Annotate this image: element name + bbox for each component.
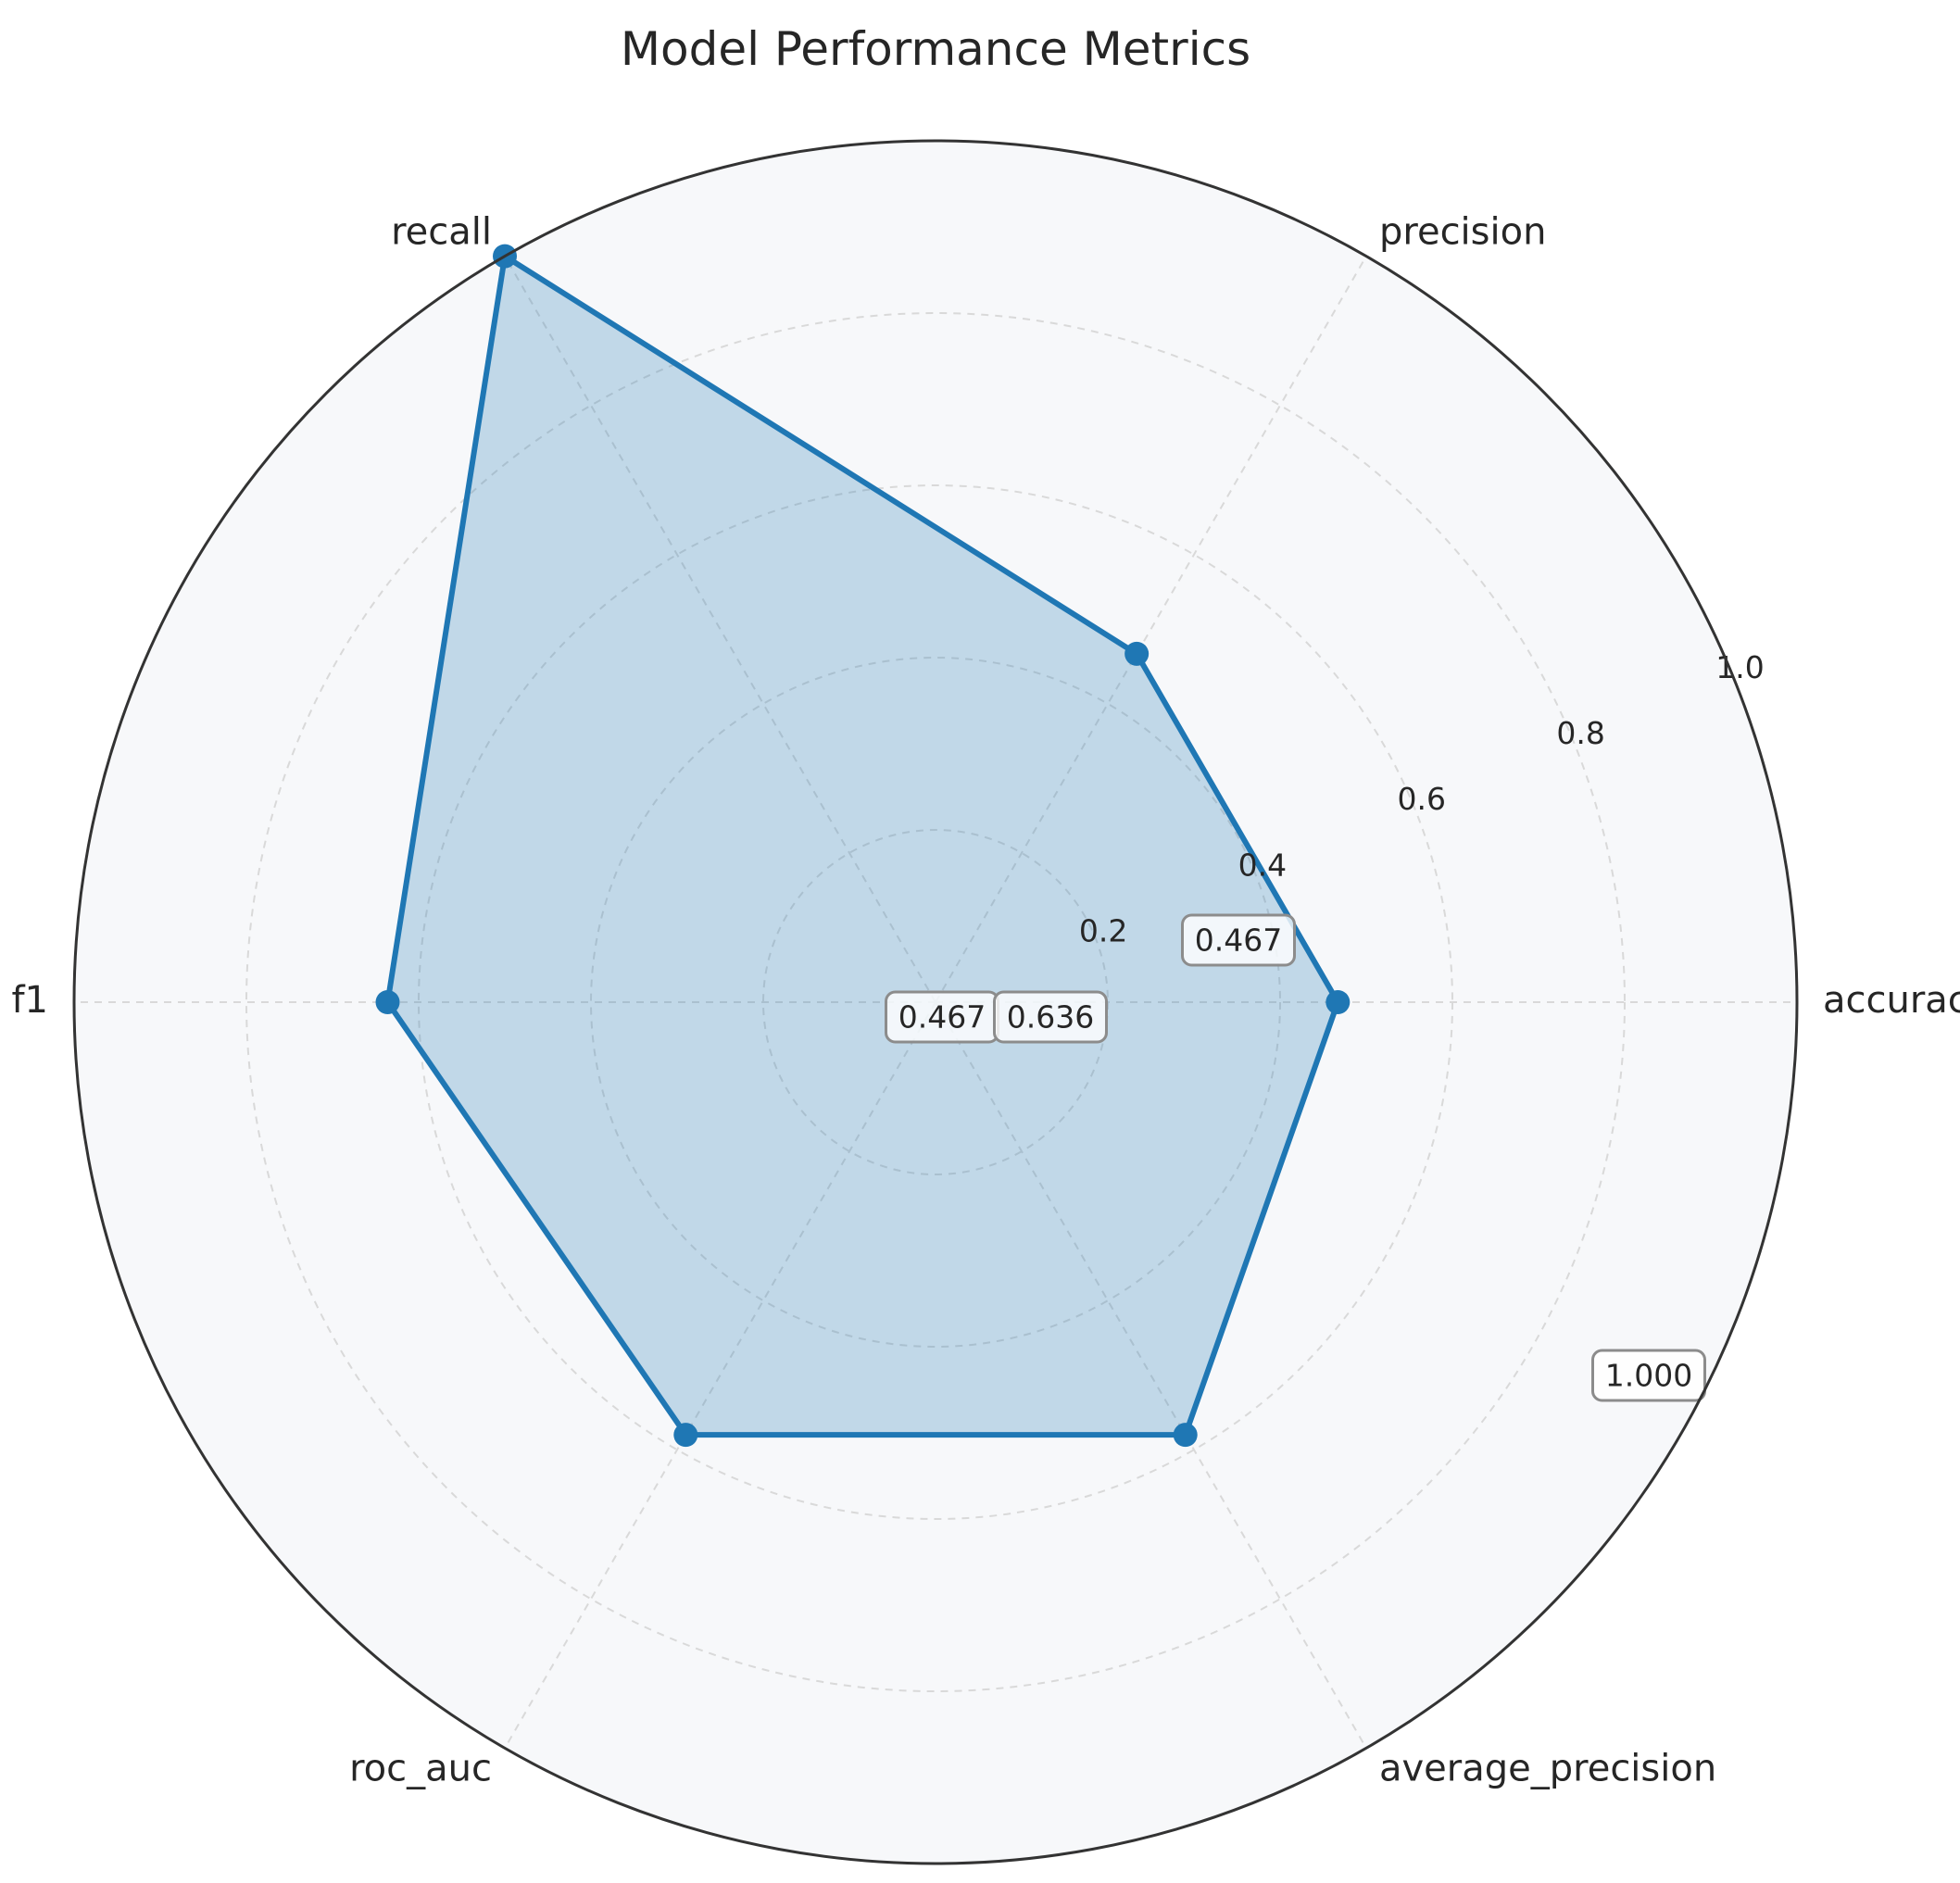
value-labels: 0.467 0.467 0.636 1.000 [885,913,1706,1402]
value-label: 0.467 [1181,913,1296,967]
radial-tick-labels: 0.20.40.60.81.0 [1079,649,1765,949]
value-label-box [1181,913,1296,967]
value-label: 1.000 [1591,1349,1706,1402]
series-layer [375,244,1351,1448]
chart-title: Model Performance Metrics [621,22,1250,76]
category-label-average_precision: average_precision [1379,1748,1716,1790]
grid-spoke [504,1001,936,1749]
radial-tick-label: 0.2 [1079,912,1127,948]
data-point-roc_auc [673,1423,698,1448]
grid-spoke [504,256,936,1003]
data-point-precision [1124,641,1150,666]
category-label-roc_auc: roc_auc [349,1748,492,1790]
value-label-text: 0.467 [1195,923,1282,959]
data-point-accuracy [1326,990,1351,1014]
value-label: 0.636 [993,990,1108,1044]
data-point-f1 [375,990,400,1014]
grid-spoke [935,256,1367,1003]
radial-tick-label: 0.4 [1238,847,1287,883]
value-label-box [1591,1349,1706,1402]
value-label-text: 0.636 [1007,999,1094,1036]
category-label-accuracy: accuracy [1823,979,1960,1022]
plot-outline [72,139,1799,1865]
grid-ring [245,312,1626,1692]
value-label-text: 1.000 [1605,1358,1692,1394]
radial-tick-label: 0.6 [1398,781,1446,817]
category-labels: accuracy precision recall f1 roc_auc average_… [11,210,1960,1789]
category-label-precision: precision [1379,210,1546,253]
radial-tick-label: 0.8 [1556,715,1604,751]
category-label-recall: recall [391,210,492,253]
grid-ring [590,657,1281,1348]
value-label: 0.467 [885,990,999,1044]
category-label-f1: f1 [11,979,48,1022]
value-label-box [993,990,1108,1044]
data-point-average_precision [1173,1423,1198,1448]
series-area [387,256,1338,1436]
value-label-text: 0.467 [898,999,986,1036]
grid-spoke [935,1001,1367,1749]
